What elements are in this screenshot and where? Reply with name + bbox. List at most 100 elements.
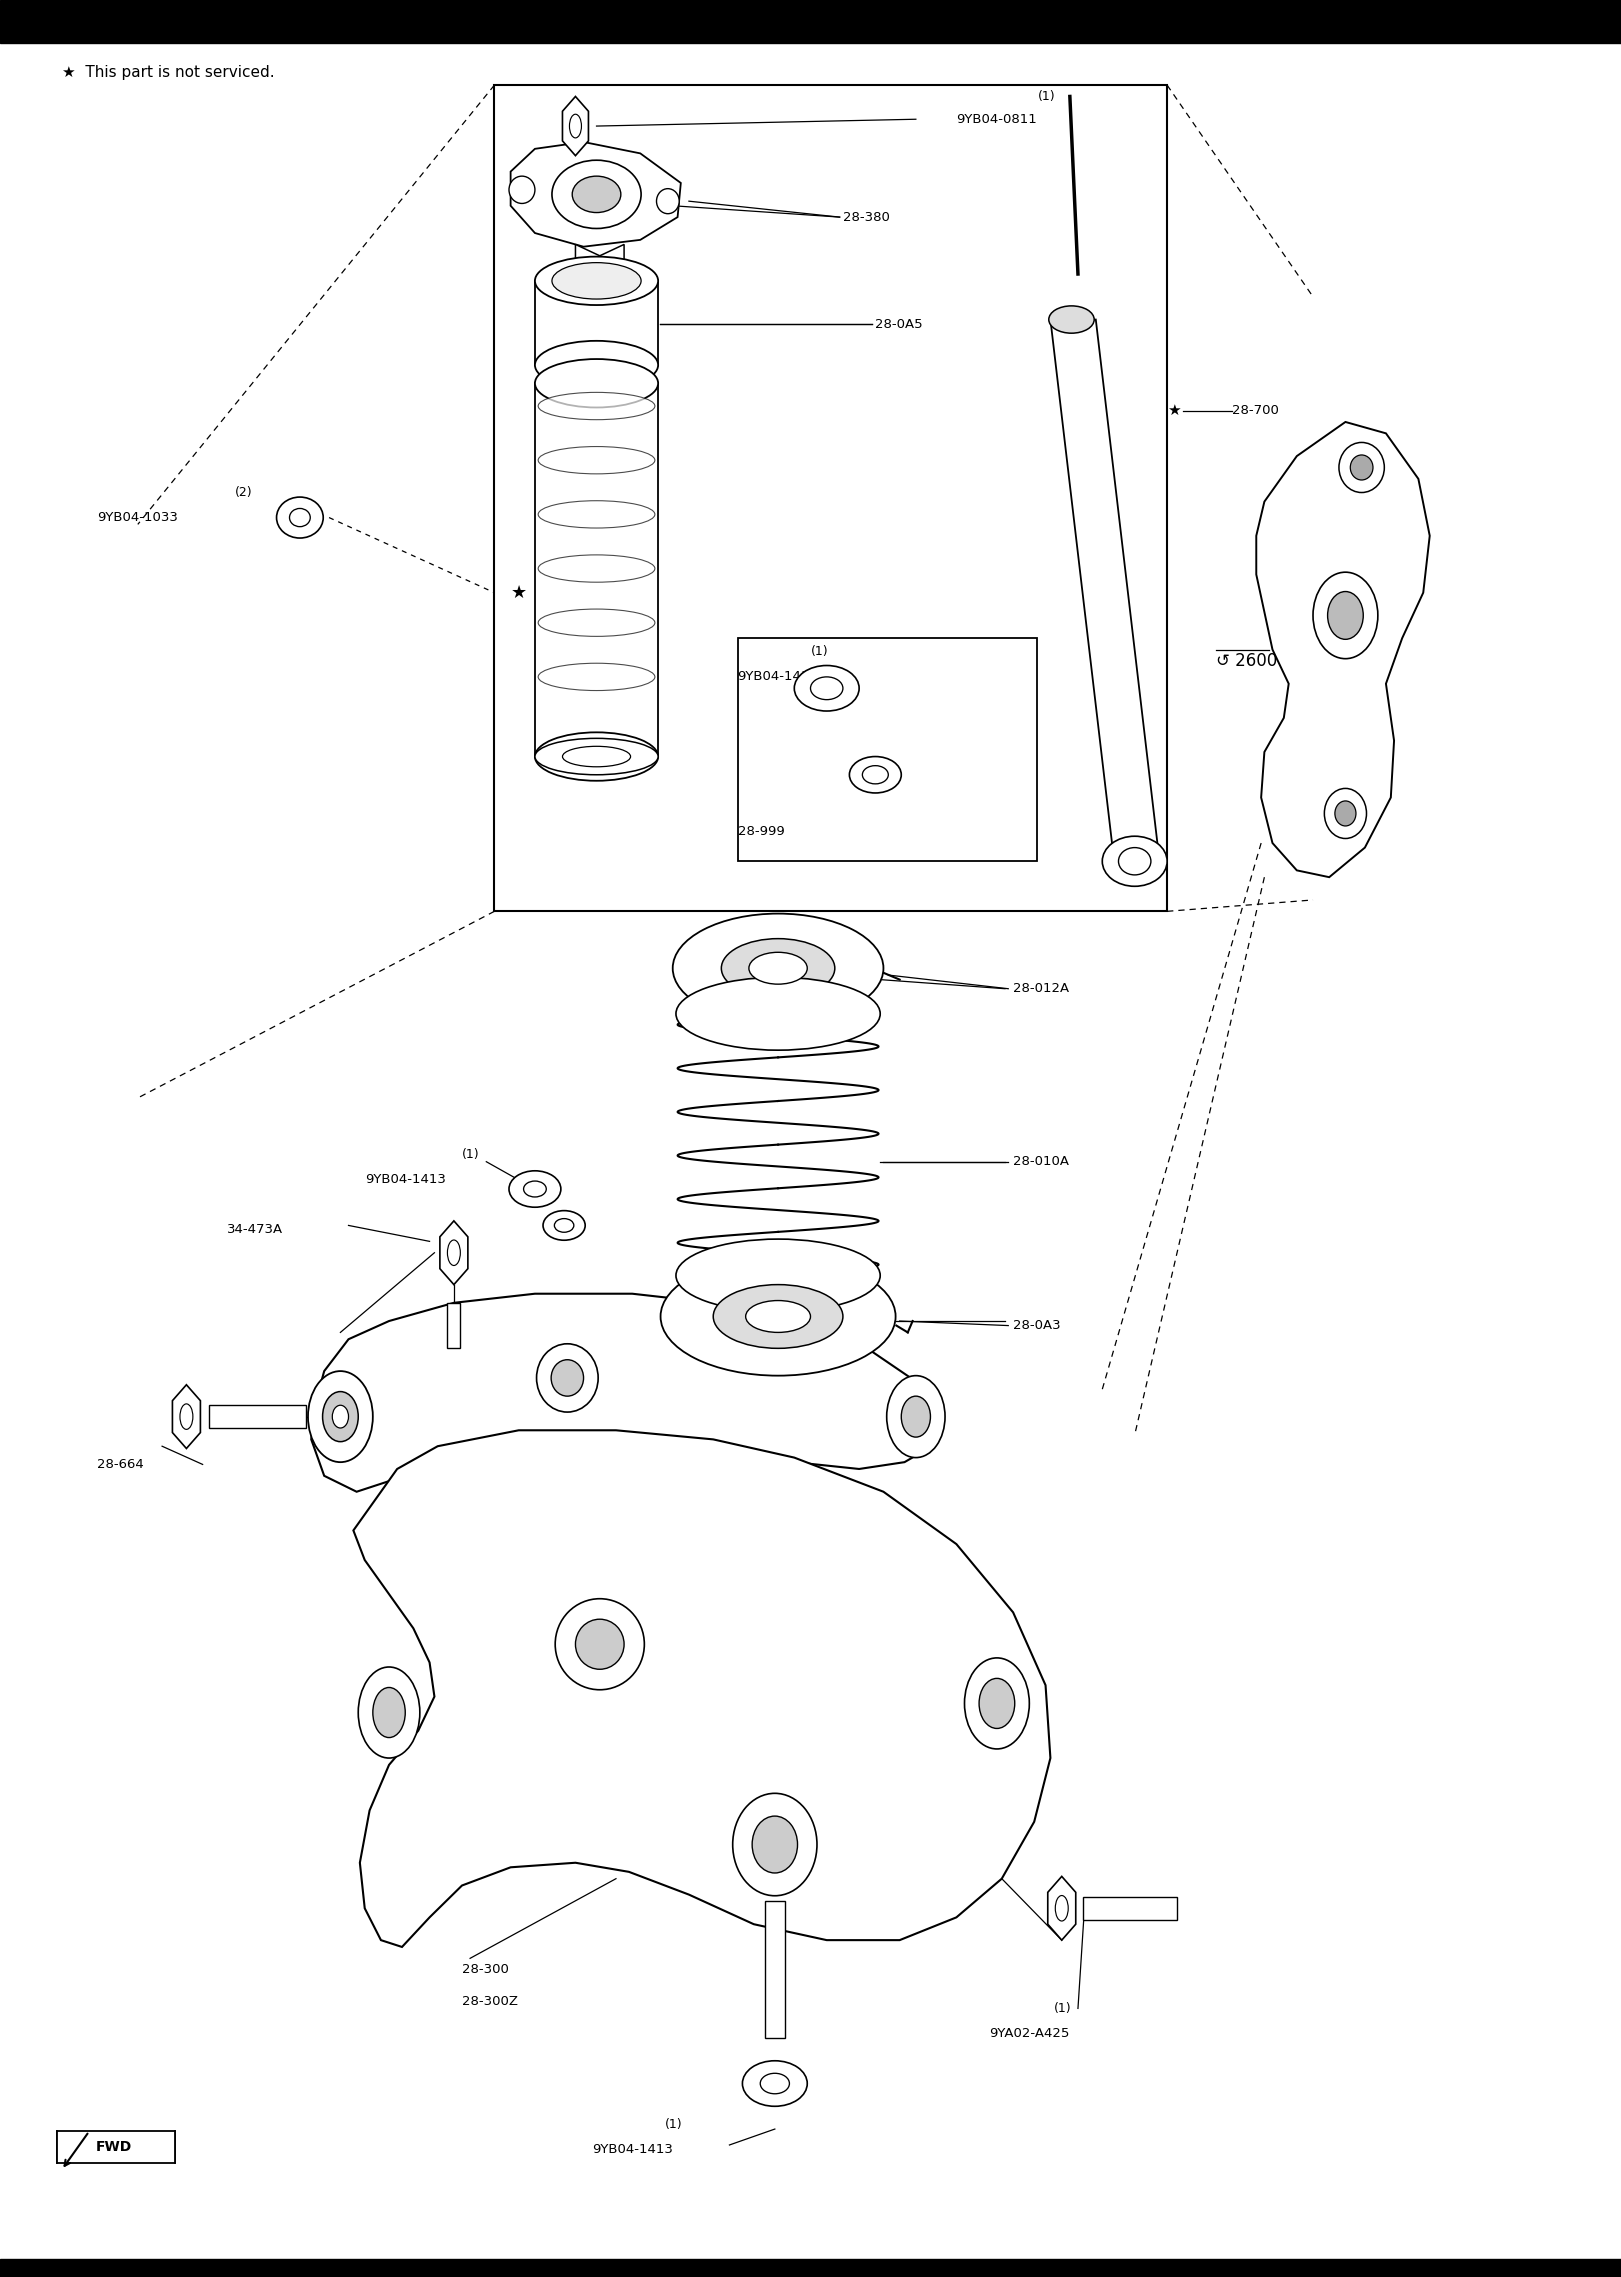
Ellipse shape [323, 1391, 358, 1441]
Ellipse shape [537, 1343, 598, 1412]
Ellipse shape [887, 1375, 945, 1457]
Ellipse shape [180, 1405, 193, 1430]
Text: ★: ★ [1167, 403, 1180, 419]
Ellipse shape [660, 1257, 895, 1375]
Bar [209, 1405, 306, 1428]
Ellipse shape [1055, 1894, 1068, 1922]
Ellipse shape [572, 175, 621, 212]
Ellipse shape [1049, 305, 1094, 332]
Text: 28-300: 28-300 [462, 1963, 509, 1976]
Polygon shape [311, 1293, 940, 1491]
Text: 34-473A: 34-473A [227, 1223, 284, 1236]
Ellipse shape [551, 262, 640, 298]
Bar [738, 638, 1037, 861]
Ellipse shape [1313, 572, 1378, 658]
Ellipse shape [1350, 455, 1373, 480]
Ellipse shape [332, 1405, 349, 1428]
Text: (1): (1) [1037, 91, 1055, 102]
Ellipse shape [752, 1817, 798, 1874]
Text: 9YB04-1413: 9YB04-1413 [365, 1173, 446, 1186]
Polygon shape [575, 244, 624, 269]
Polygon shape [439, 1220, 468, 1284]
Text: 9YB04-1413: 9YB04-1413 [592, 2143, 673, 2156]
Ellipse shape [509, 1170, 561, 1207]
Ellipse shape [538, 501, 655, 528]
Ellipse shape [538, 392, 655, 419]
Polygon shape [1047, 1876, 1076, 1940]
Text: (1): (1) [1054, 2001, 1071, 2015]
Bar [535, 280, 658, 364]
Bar [535, 383, 658, 756]
Ellipse shape [538, 556, 655, 583]
Text: (1): (1) [810, 644, 828, 658]
Ellipse shape [538, 608, 655, 635]
Text: 28-300Z: 28-300Z [462, 1995, 519, 2008]
Ellipse shape [733, 1794, 817, 1897]
Text: (1): (1) [462, 1148, 480, 1161]
Ellipse shape [1102, 836, 1167, 886]
Bar [1083, 1897, 1177, 1920]
Polygon shape [57, 2131, 175, 2163]
Text: ↺ 2600: ↺ 2600 [1216, 651, 1277, 669]
Ellipse shape [447, 1241, 460, 1266]
Ellipse shape [1336, 802, 1355, 827]
Text: 9YA02-A425: 9YA02-A425 [989, 2027, 1070, 2040]
Bar [0, 2259, 1621, 2277]
Text: 28-664: 28-664 [97, 1457, 144, 1471]
Ellipse shape [1328, 592, 1363, 640]
Ellipse shape [901, 1396, 930, 1437]
Ellipse shape [794, 665, 859, 710]
Text: 28-999: 28-999 [738, 824, 785, 838]
Bar [447, 1302, 460, 1348]
Text: 9YB04-1413: 9YB04-1413 [738, 669, 819, 683]
Ellipse shape [535, 738, 658, 774]
Text: (1): (1) [665, 2118, 682, 2131]
Ellipse shape [543, 1211, 585, 1241]
Ellipse shape [575, 1619, 624, 1669]
Ellipse shape [657, 189, 679, 214]
Ellipse shape [373, 1687, 405, 1737]
Text: 28-010A: 28-010A [1013, 1154, 1070, 1168]
Ellipse shape [551, 159, 640, 228]
Ellipse shape [673, 913, 883, 1022]
Text: 28-0A3: 28-0A3 [1013, 1318, 1060, 1332]
Text: 9YB04-0811: 9YB04-0811 [956, 114, 1037, 125]
Ellipse shape [554, 1218, 574, 1232]
Ellipse shape [1118, 847, 1151, 874]
Polygon shape [1050, 319, 1157, 842]
Ellipse shape [862, 765, 888, 783]
Ellipse shape [810, 676, 843, 699]
Ellipse shape [538, 446, 655, 474]
Bar [765, 1901, 785, 2038]
Ellipse shape [524, 1182, 546, 1198]
Polygon shape [1256, 421, 1430, 877]
Text: 28-700: 28-700 [1232, 403, 1279, 417]
Polygon shape [172, 1384, 201, 1448]
Ellipse shape [1339, 442, 1384, 492]
Ellipse shape [358, 1667, 420, 1758]
Ellipse shape [538, 663, 655, 690]
Ellipse shape [277, 496, 323, 537]
Ellipse shape [849, 756, 901, 792]
Polygon shape [511, 141, 681, 246]
Ellipse shape [676, 1239, 880, 1312]
Polygon shape [353, 1430, 1050, 1947]
Ellipse shape [979, 1678, 1015, 1728]
Ellipse shape [535, 257, 658, 305]
Ellipse shape [676, 977, 880, 1050]
Ellipse shape [721, 938, 835, 997]
Text: ★: ★ [511, 583, 527, 601]
Ellipse shape [509, 175, 535, 203]
Ellipse shape [554, 1598, 644, 1690]
Ellipse shape [535, 733, 658, 781]
Ellipse shape [760, 2074, 789, 2095]
Ellipse shape [742, 2061, 807, 2106]
Polygon shape [562, 96, 588, 155]
Text: 28-0A5: 28-0A5 [875, 317, 922, 330]
Text: FWD: FWD [96, 2140, 131, 2154]
Ellipse shape [535, 342, 658, 389]
Ellipse shape [562, 747, 631, 767]
Ellipse shape [746, 1300, 810, 1332]
Ellipse shape [569, 114, 582, 139]
Text: (2): (2) [235, 485, 253, 499]
